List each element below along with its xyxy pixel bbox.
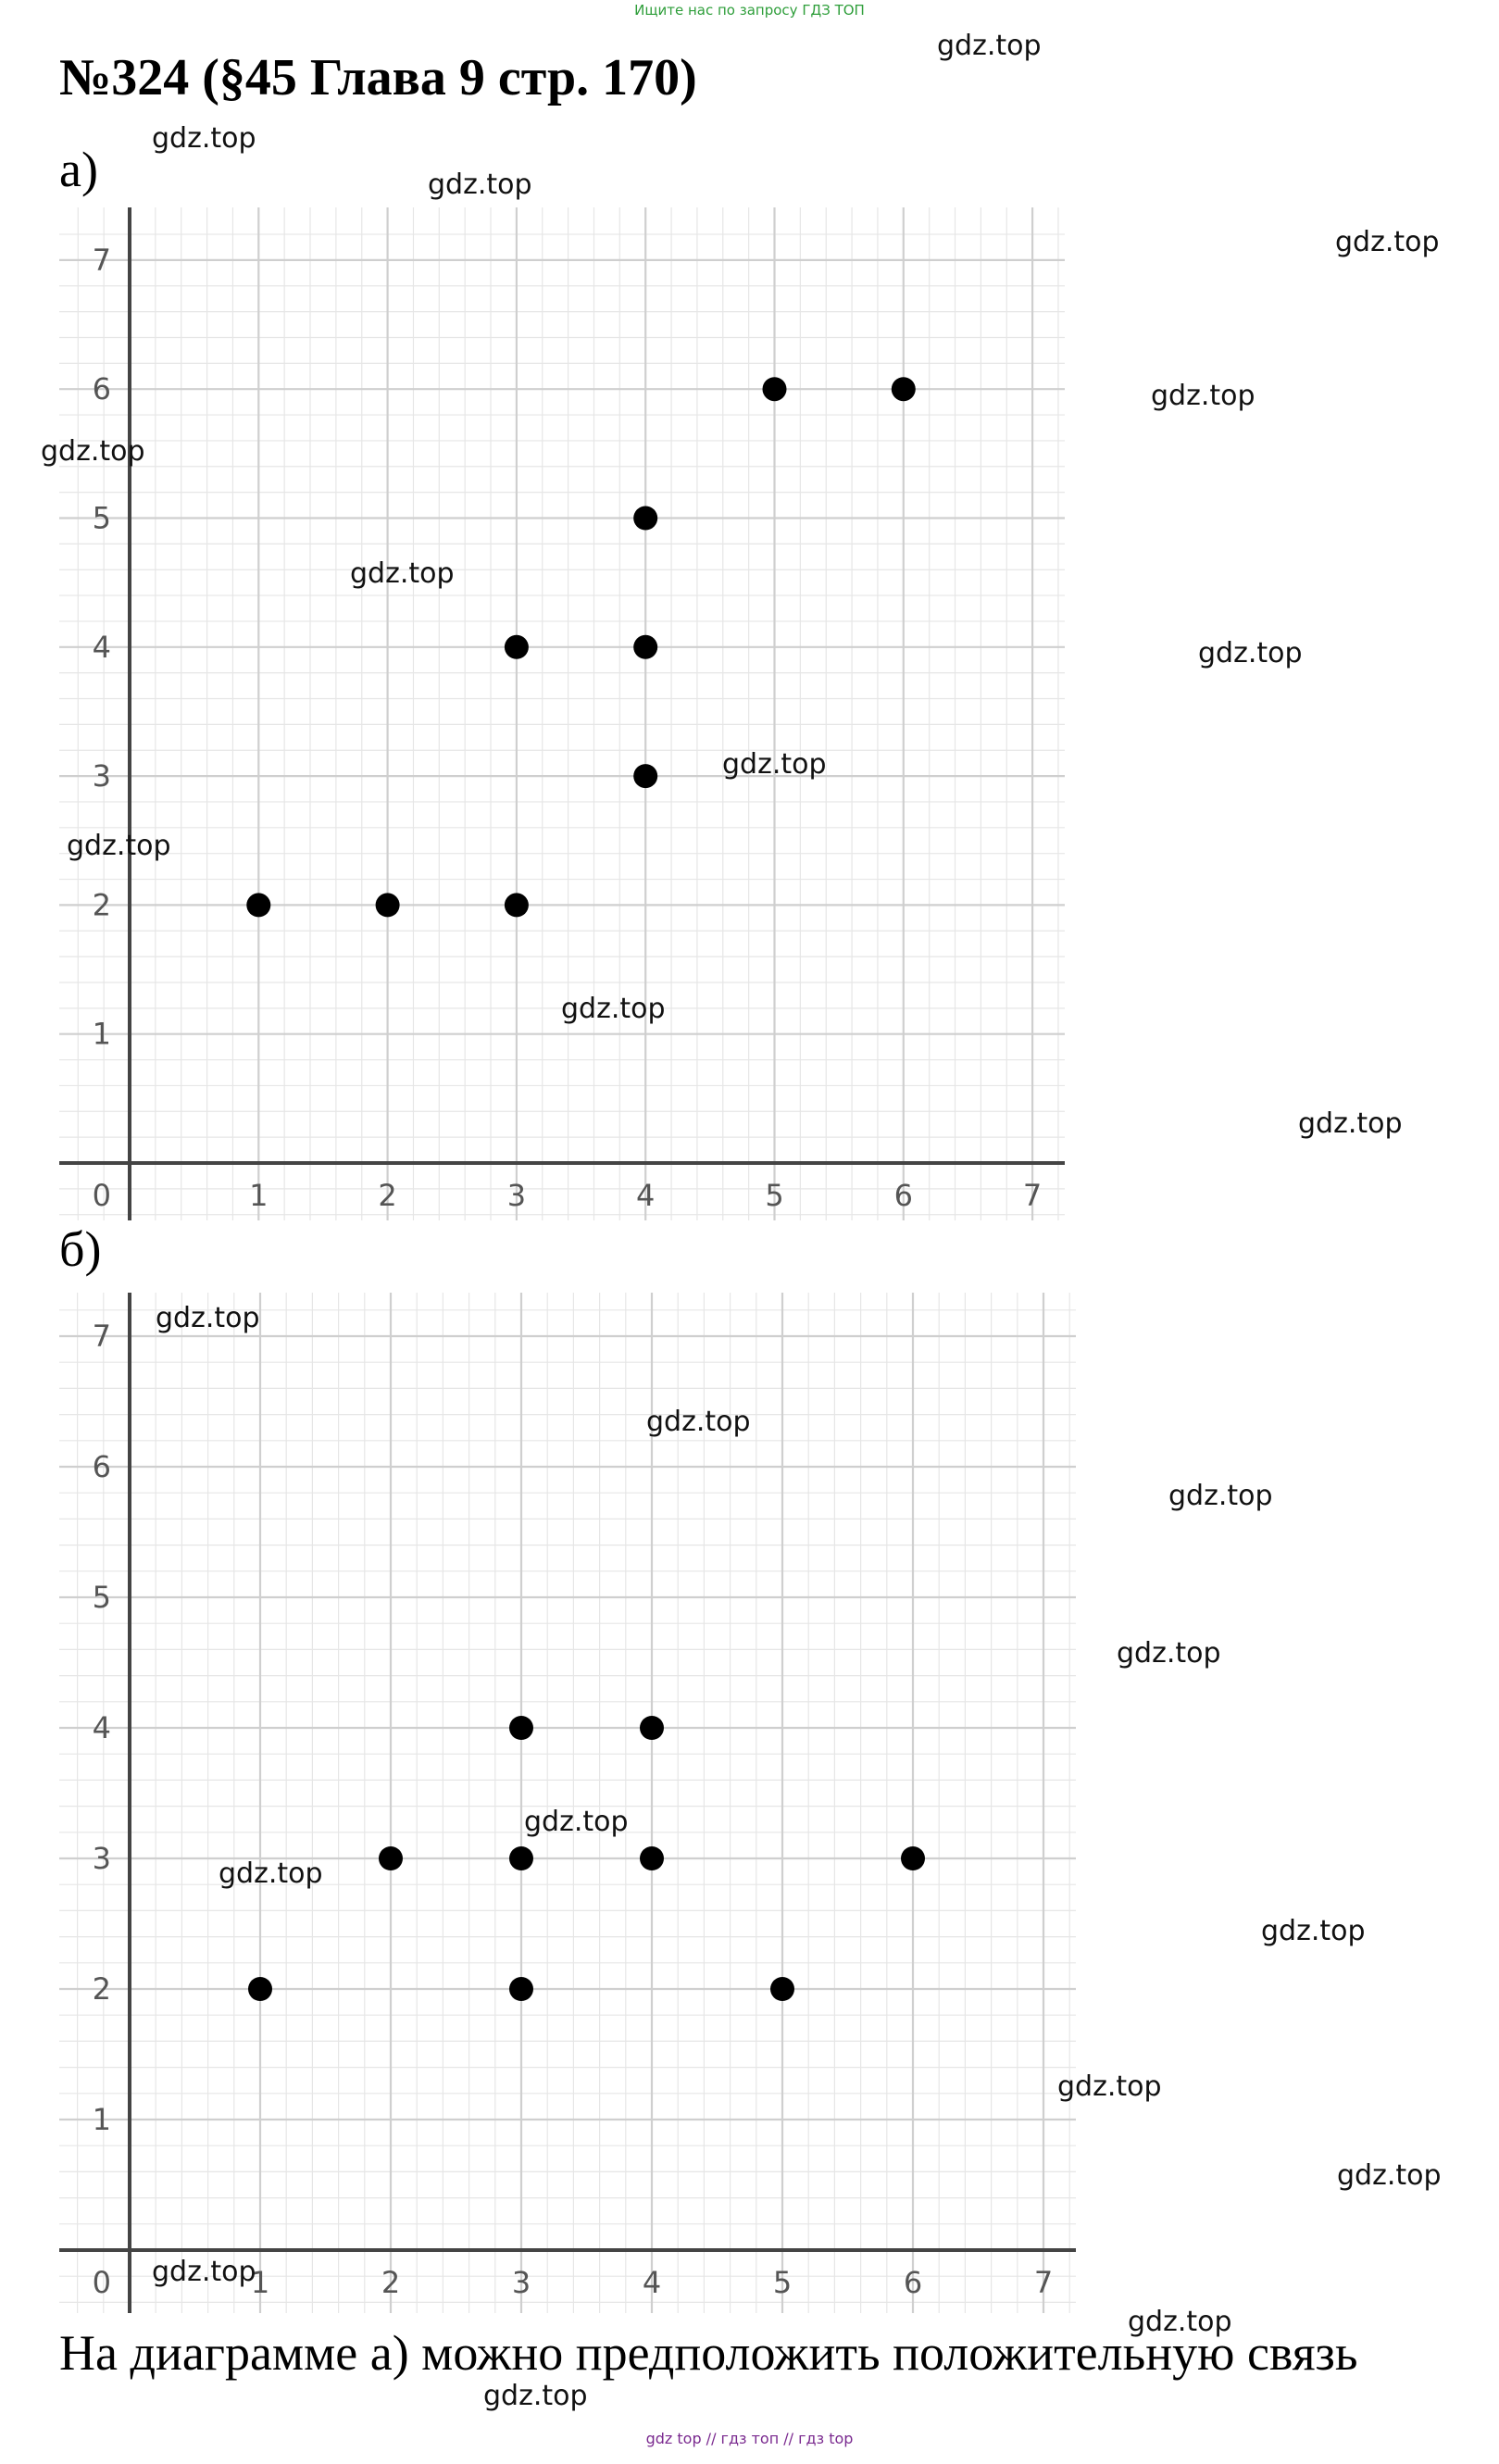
y-tick-label: 5 — [93, 501, 111, 536]
footer-text: gdz top // гдз топ // гдз top — [645, 2430, 854, 2447]
data-point — [762, 377, 787, 402]
watermark: gdz.top — [524, 1806, 629, 1838]
origin-label: 0 — [93, 1178, 111, 1213]
data-point — [640, 1846, 664, 1870]
origin-label: 0 — [93, 2265, 111, 2300]
data-point — [633, 634, 658, 659]
y-tick-label: 4 — [93, 630, 111, 665]
watermark: gdz.top — [1261, 1915, 1366, 1947]
watermark: gdz.top — [722, 748, 827, 781]
x-tick-label: 5 — [773, 2265, 792, 2300]
y-tick-label: 6 — [93, 371, 111, 406]
y-tick-label: 2 — [93, 887, 111, 922]
data-point — [633, 764, 658, 789]
y-tick-label: 7 — [93, 243, 111, 278]
y-tick-label: 1 — [93, 2102, 111, 2137]
data-point — [379, 1846, 403, 1870]
watermark: gdz.top — [646, 1406, 751, 1438]
y-tick-label: 1 — [93, 1017, 111, 1052]
watermark: gdz.top — [1298, 1107, 1403, 1140]
x-tick-label: 7 — [1023, 1178, 1042, 1213]
watermark: gdz.top — [41, 435, 145, 468]
top-banner: Ищите нас по запросу ГДЗ ТОП — [634, 2, 865, 19]
data-point — [504, 893, 529, 918]
x-tick-label: 7 — [1034, 2265, 1053, 2300]
data-point — [246, 893, 271, 918]
watermark: gdz.top — [1117, 1637, 1221, 1670]
x-tick-label: 6 — [894, 1178, 913, 1213]
x-tick-label: 2 — [378, 1178, 396, 1213]
x-tick-label: 2 — [381, 2265, 400, 2300]
y-tick-label: 2 — [93, 1971, 111, 2007]
watermark: gdz.top — [1168, 1480, 1273, 1512]
data-point — [509, 1977, 533, 2001]
watermark: gdz.top — [937, 30, 1042, 62]
watermark: gdz.top — [1335, 226, 1440, 258]
part-label-b: б) — [59, 1221, 102, 1277]
watermark: gdz.top — [152, 122, 256, 155]
y-tick-label: 4 — [93, 1710, 111, 1745]
watermark: gdz.top — [156, 1302, 260, 1334]
watermark: gdz.top — [483, 2380, 588, 2412]
data-point — [640, 1716, 664, 1740]
y-tick-label: 3 — [93, 758, 111, 794]
x-tick-label: 3 — [512, 2265, 531, 2300]
watermark: gdz.top — [152, 2256, 256, 2288]
x-tick-label: 3 — [507, 1178, 526, 1213]
x-tick-label: 4 — [636, 1178, 655, 1213]
watermark: gdz.top — [1337, 2159, 1442, 2192]
data-point — [509, 1846, 533, 1870]
part-label-a: а) — [59, 142, 98, 197]
data-point — [509, 1716, 533, 1740]
y-tick-label: 6 — [93, 1449, 111, 1484]
data-point — [248, 1977, 272, 2001]
watermark: gdz.top — [428, 169, 532, 201]
watermark: gdz.top — [67, 830, 171, 862]
watermark: gdz.top — [350, 557, 455, 590]
data-point — [901, 1846, 925, 1870]
data-point — [504, 634, 529, 659]
watermark: gdz.top — [1198, 637, 1303, 669]
conclusion-text: На диаграмме а) можно предположить полож… — [59, 2325, 1358, 2381]
watermark: gdz.top — [1151, 380, 1255, 412]
watermark: gdz.top — [1057, 2070, 1162, 2103]
y-tick-label: 3 — [93, 1841, 111, 1876]
x-tick-label: 6 — [904, 2265, 922, 2300]
watermark: gdz.top — [219, 1857, 323, 1890]
data-point — [770, 1977, 794, 2001]
page-title: №324 (§45 Глава 9 стр. 170) — [59, 49, 697, 106]
data-point — [633, 506, 658, 531]
x-tick-label: 1 — [251, 2265, 269, 2300]
data-point — [891, 377, 916, 402]
y-tick-label: 7 — [93, 1319, 111, 1354]
x-tick-label: 5 — [765, 1178, 783, 1213]
watermark: gdz.top — [1128, 2306, 1232, 2338]
y-tick-label: 5 — [93, 1580, 111, 1615]
watermark: gdz.top — [561, 993, 666, 1025]
x-tick-label: 4 — [643, 2265, 661, 2300]
data-point — [375, 893, 400, 918]
x-tick-label: 1 — [249, 1178, 268, 1213]
